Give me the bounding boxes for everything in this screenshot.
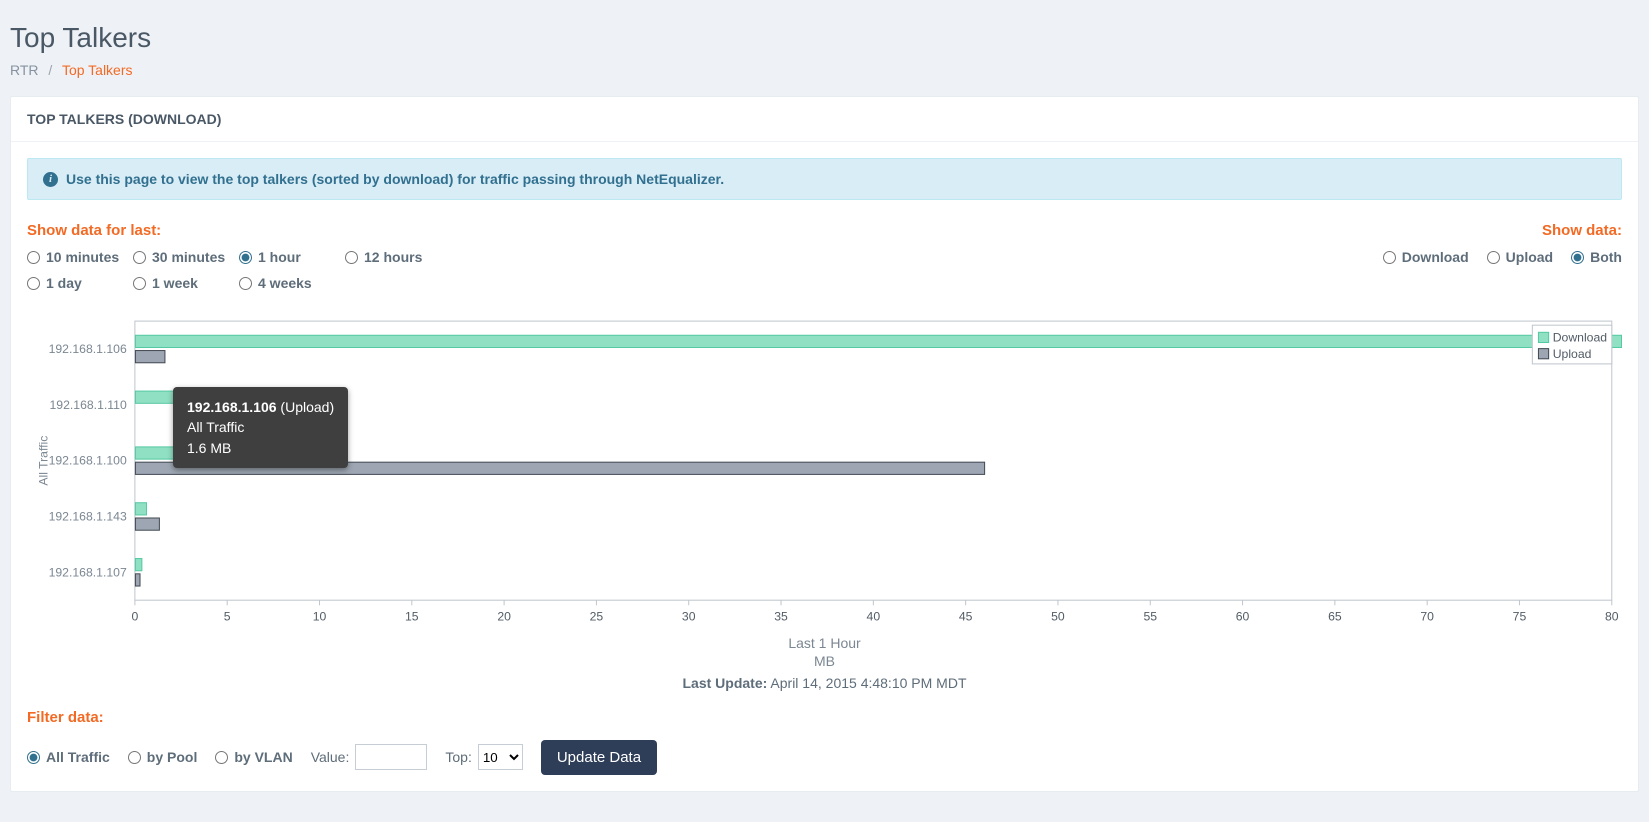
filter-option-all-traffic[interactable]: All Traffic <box>27 749 110 765</box>
time-option-radio[interactable] <box>133 277 146 290</box>
time-range-options: 10 minutes 30 minutes 1 hour 12 hours 1 day 1… <box>27 249 457 301</box>
svg-text:30: 30 <box>682 610 696 624</box>
svg-text:20: 20 <box>497 610 511 624</box>
breadcrumb-root[interactable]: RTR <box>10 62 39 78</box>
filter-option-label: All Traffic <box>46 749 110 765</box>
time-option-label: 30 minutes <box>152 249 225 265</box>
svg-text:35: 35 <box>774 610 788 624</box>
filter-data-label: Filter data: <box>27 709 1622 726</box>
svg-text:Download: Download <box>1553 330 1608 344</box>
show-data-label: Show data: <box>1383 222 1622 239</box>
top-talkers-chart: 0 5 10 15 20 25 30 35 40 45 50 55 60 65 70 75 80 192.168.… <box>33 315 1622 631</box>
svg-text:65: 65 <box>1328 610 1342 624</box>
svg-text:75: 75 <box>1513 610 1527 624</box>
filter-option-radio[interactable] <box>215 751 228 764</box>
svg-text:192.168.1.110: 192.168.1.110 <box>50 398 127 412</box>
filter-option-radio[interactable] <box>128 751 141 764</box>
filter-top-select[interactable]: 102550100 <box>478 744 523 770</box>
filter-option-by-vlan[interactable]: by VLAN <box>215 749 292 765</box>
filter-top-field: Top: 102550100 <box>445 744 522 770</box>
time-option-12-hours[interactable]: 12 hours <box>345 249 451 265</box>
filter-value-field: Value: <box>311 744 428 770</box>
filter-options: All Traffic by Pool by VLAN <box>27 749 293 765</box>
time-option-radio[interactable] <box>27 251 40 264</box>
chart-caption: Last 1 Hour MB Last Update: April 14, 20… <box>27 635 1622 691</box>
filter-option-label: by VLAN <box>234 749 292 765</box>
time-option-label: 12 hours <box>364 249 422 265</box>
svg-text:192.168.1.106: 192.168.1.106 <box>49 342 127 356</box>
svg-text:60: 60 <box>1236 610 1250 624</box>
panel-heading: TOP TALKERS (DOWNLOAD) <box>11 97 1638 142</box>
time-option-label: 4 weeks <box>258 275 312 291</box>
time-option-radio[interactable] <box>27 277 40 290</box>
filter-option-radio[interactable] <box>27 751 40 764</box>
svg-text:All Traffic: All Traffic <box>36 436 50 486</box>
showdata-option-radio[interactable] <box>1571 251 1584 264</box>
svg-text:Upload: Upload <box>1553 347 1592 361</box>
showdata-option-both[interactable]: Both <box>1571 249 1622 265</box>
svg-text:192.168.1.100: 192.168.1.100 <box>49 454 127 468</box>
filter-option-by-pool[interactable]: by Pool <box>128 749 198 765</box>
breadcrumb-sep: / <box>48 62 52 78</box>
svg-text:45: 45 <box>959 610 973 624</box>
top-talkers-panel: TOP TALKERS (DOWNLOAD) i Use this page t… <box>10 96 1639 792</box>
time-option-radio[interactable] <box>133 251 146 264</box>
time-option-1-week[interactable]: 1 week <box>133 275 239 291</box>
svg-text:80: 80 <box>1605 610 1619 624</box>
time-option-30-minutes[interactable]: 30 minutes <box>133 249 239 265</box>
filter-top-label: Top: <box>445 749 471 765</box>
time-option-label: 1 day <box>46 275 82 291</box>
svg-text:10: 10 <box>313 610 327 624</box>
time-option-label: 10 minutes <box>46 249 119 265</box>
svg-text:15: 15 <box>405 610 419 624</box>
time-option-1-day[interactable]: 1 day <box>27 275 133 291</box>
time-option-1-hour[interactable]: 1 hour <box>239 249 345 265</box>
showdata-option-upload[interactable]: Upload <box>1487 249 1553 265</box>
info-alert-text: Use this page to view the top talkers (s… <box>66 171 724 187</box>
showdata-option-label: Upload <box>1506 249 1553 265</box>
info-alert: i Use this page to view the top talkers … <box>27 158 1622 200</box>
breadcrumb-active: Top Talkers <box>62 62 133 78</box>
showdata-option-label: Download <box>1402 249 1469 265</box>
last-update-label: Last Update: <box>682 675 767 691</box>
time-option-radio[interactable] <box>239 251 252 264</box>
time-option-label: 1 week <box>152 275 198 291</box>
time-option-4-weeks[interactable]: 4 weeks <box>239 275 345 291</box>
filter-value-input[interactable] <box>355 744 427 770</box>
showdata-option-radio[interactable] <box>1487 251 1500 264</box>
last-update-value: April 14, 2015 4:48:10 PM MDT <box>770 675 966 691</box>
time-option-radio[interactable] <box>345 251 358 264</box>
filter-value-label: Value: <box>311 749 350 765</box>
showdata-option-label: Both <box>1590 249 1622 265</box>
x-axis-label-1: Last 1 Hour <box>27 635 1622 651</box>
svg-text:192.168.1.107: 192.168.1.107 <box>49 565 127 579</box>
chart-container: 0 5 10 15 20 25 30 35 40 45 50 55 60 65 70 75 80 192.168.… <box>33 315 1622 631</box>
showdata-option-radio[interactable] <box>1383 251 1396 264</box>
time-option-10-minutes[interactable]: 10 minutes <box>27 249 133 265</box>
svg-text:40: 40 <box>867 610 881 624</box>
time-option-label: 1 hour <box>258 249 301 265</box>
time-range-label: Show data for last: <box>27 222 457 239</box>
svg-text:50: 50 <box>1051 610 1065 624</box>
svg-text:25: 25 <box>590 610 604 624</box>
svg-text:70: 70 <box>1420 610 1434 624</box>
x-axis-label-2: MB <box>27 653 1622 669</box>
info-icon: i <box>43 172 58 187</box>
breadcrumb: RTR / Top Talkers <box>10 62 1639 78</box>
show-data-options: Download Upload Both <box>1383 249 1622 275</box>
showdata-option-download[interactable]: Download <box>1383 249 1469 265</box>
svg-text:5: 5 <box>224 610 231 624</box>
svg-text:0: 0 <box>131 610 138 624</box>
svg-text:55: 55 <box>1143 610 1157 624</box>
time-option-radio[interactable] <box>239 277 252 290</box>
page-title: Top Talkers <box>10 22 1639 54</box>
update-data-button[interactable]: Update Data <box>541 740 657 775</box>
filter-option-label: by Pool <box>147 749 198 765</box>
svg-text:192.168.1.143: 192.168.1.143 <box>49 510 127 524</box>
